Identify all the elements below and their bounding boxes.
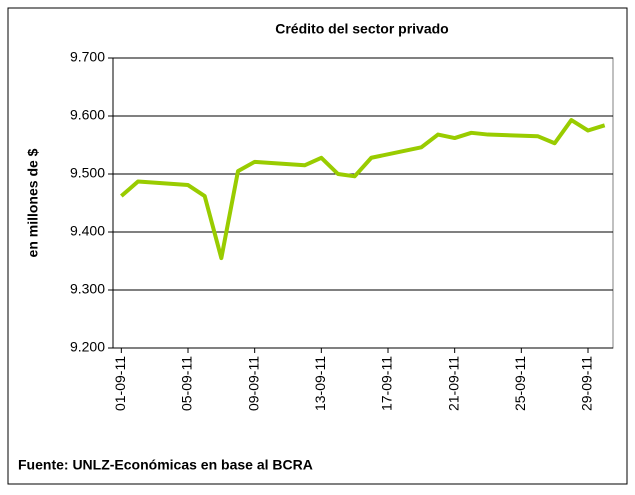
y-axis-label: en millones de $ <box>25 148 41 257</box>
x-tick-label: 29-09-11 <box>579 356 595 411</box>
y-tick-label: 9.300 <box>70 281 105 297</box>
y-tick-label: 9.500 <box>70 165 105 181</box>
x-tick-label: 21-09-11 <box>445 356 461 411</box>
y-tick-label: 9.400 <box>70 223 105 239</box>
x-tick-label: 17-09-11 <box>379 356 395 411</box>
source-note: Fuente: UNLZ-Económicas en base al BCRA <box>18 457 313 473</box>
y-tick-label: 9.200 <box>70 339 105 355</box>
plot-area <box>112 57 614 349</box>
x-tick-label: 13-09-11 <box>312 356 328 411</box>
data-line <box>120 118 606 261</box>
chart-title: Crédito del sector privado <box>275 21 448 37</box>
x-tick-label: 09-09-11 <box>245 356 261 411</box>
x-tick-label: 01-09-11 <box>112 356 128 411</box>
y-tick-label: 9.700 <box>70 49 105 65</box>
x-tick-label: 25-09-11 <box>512 356 528 411</box>
x-tick-label: 05-09-11 <box>179 356 195 411</box>
y-tick-label: 9.600 <box>70 107 105 123</box>
